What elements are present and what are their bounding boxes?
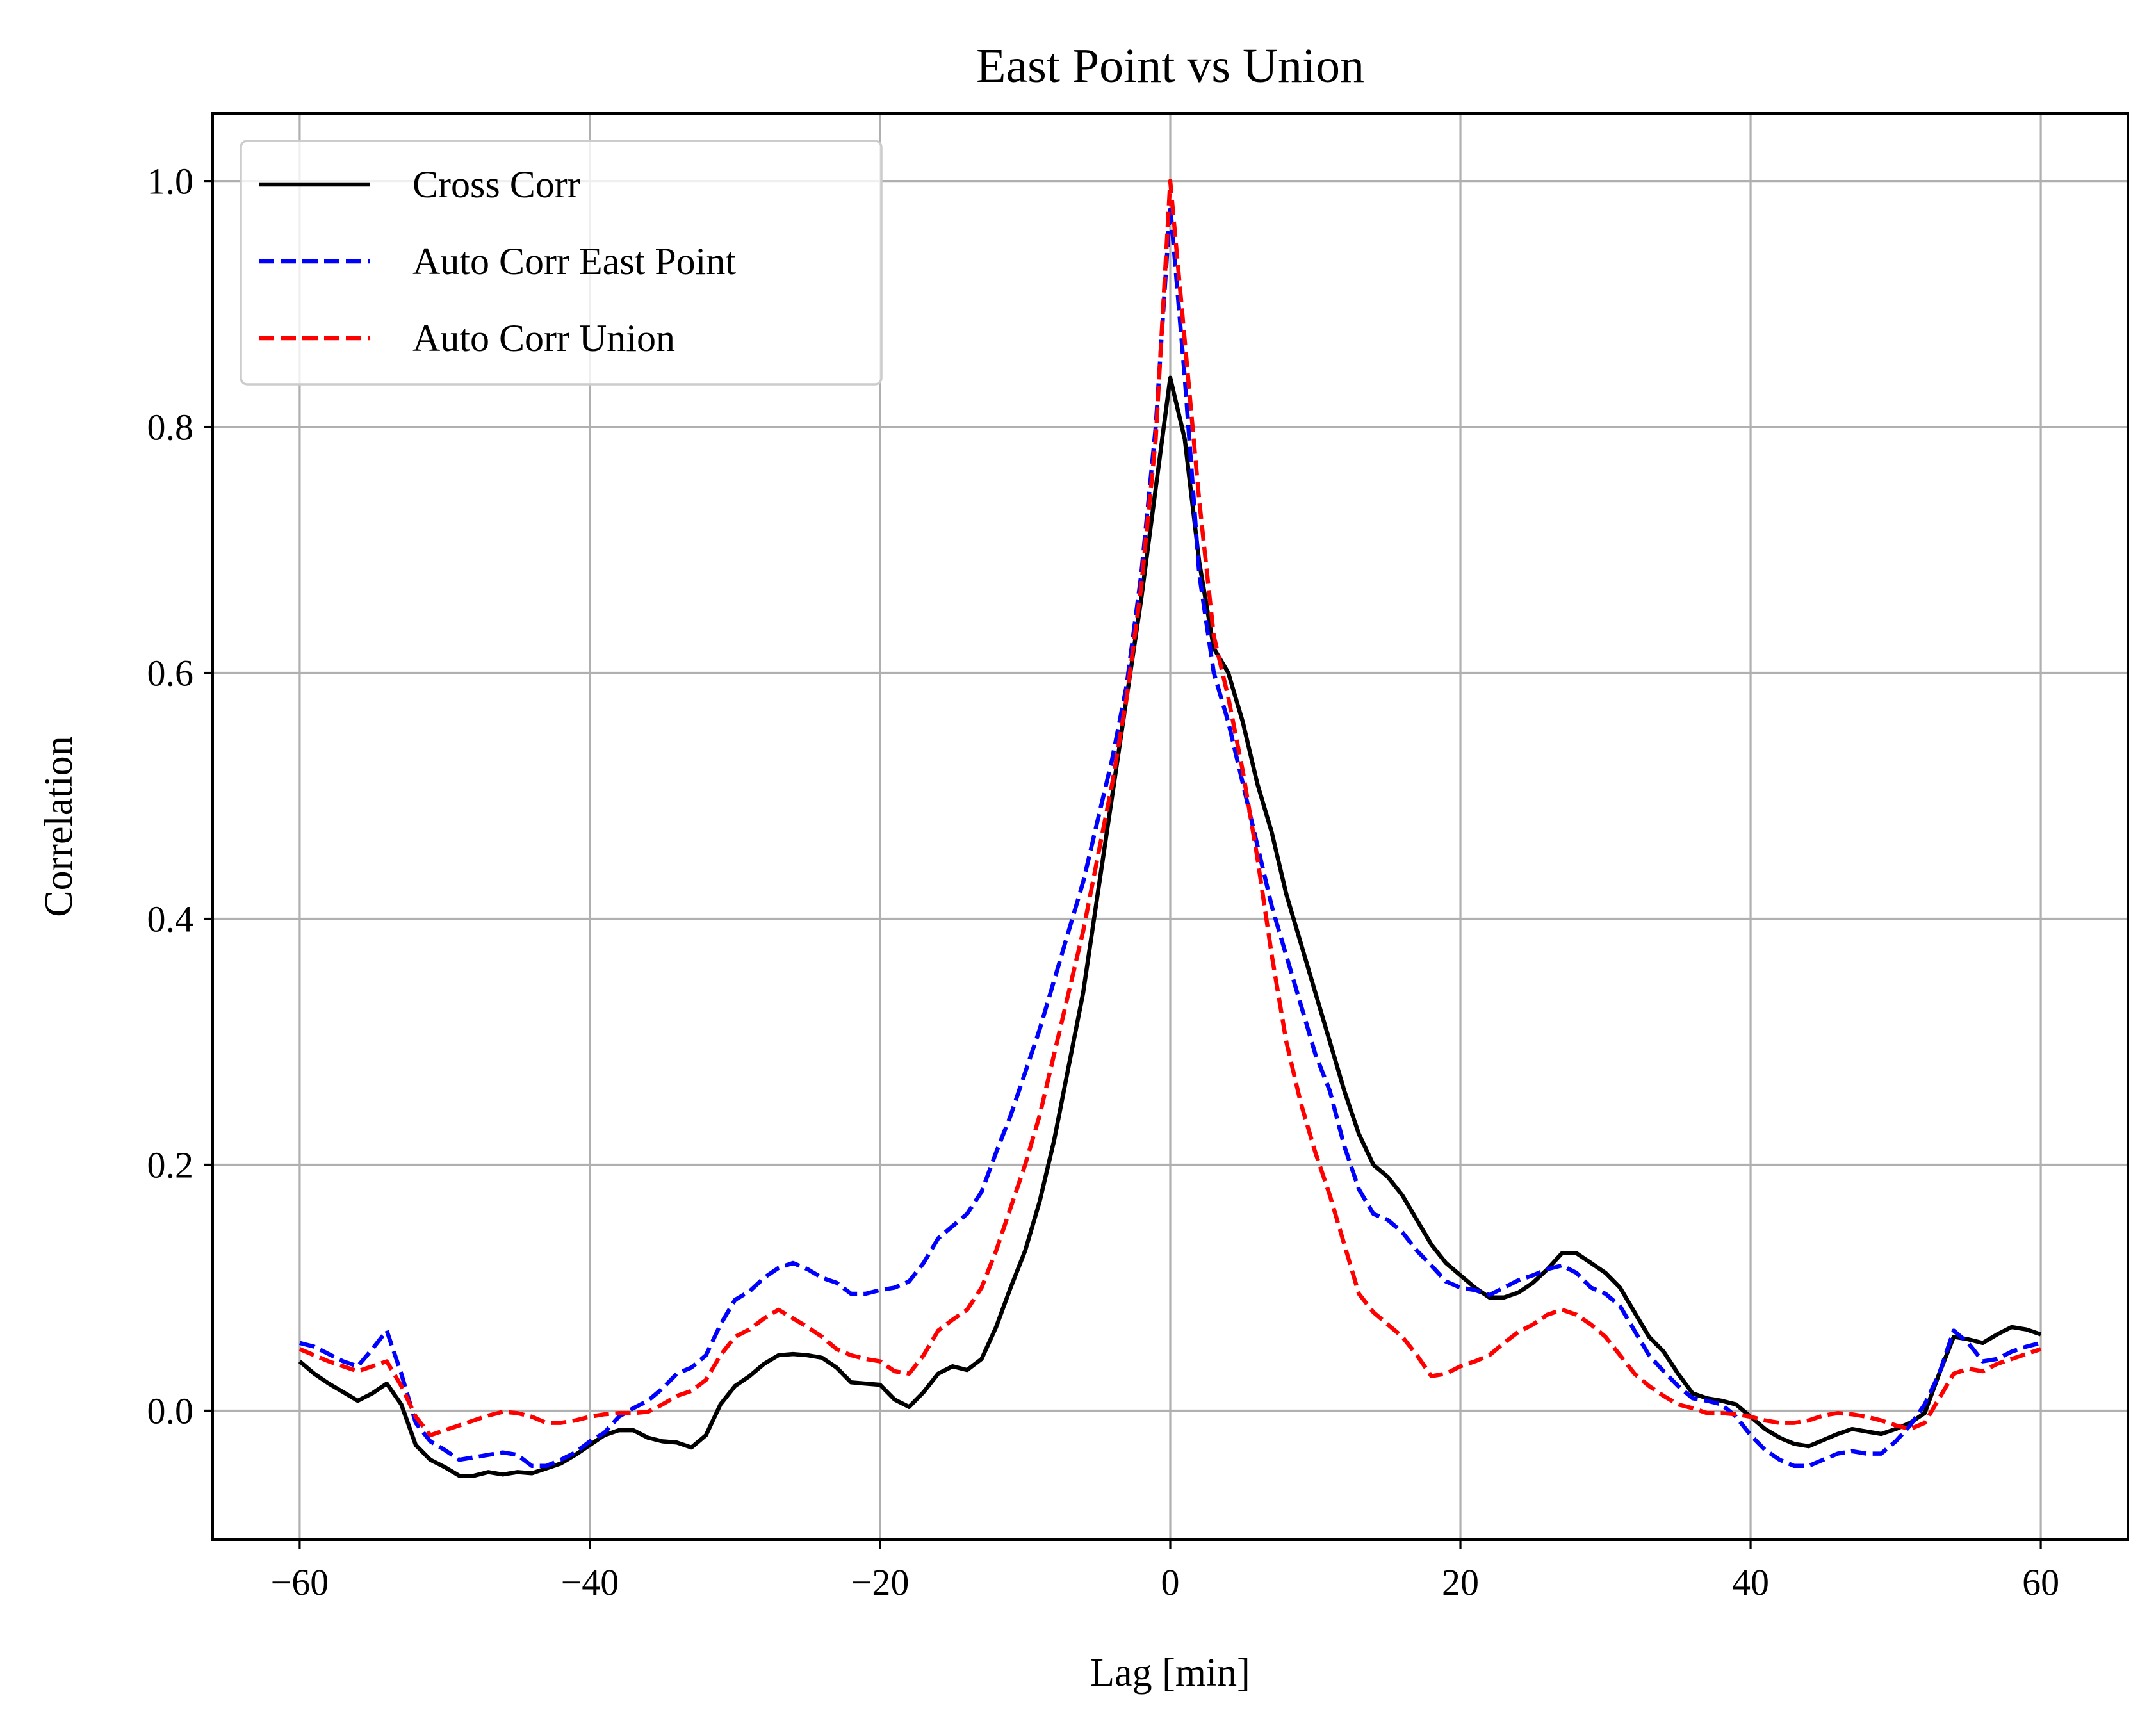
y-tick-label: 0.2 xyxy=(147,1144,194,1186)
x-axis-label: Lag [min] xyxy=(1090,1651,1250,1695)
legend-box xyxy=(240,140,883,386)
x-tick-label: −20 xyxy=(851,1561,910,1603)
y-tick-label: 1.0 xyxy=(147,161,194,202)
legend-label: Auto Corr East Point xyxy=(412,240,736,282)
x-tick-label: 0 xyxy=(1161,1561,1180,1603)
y-tick-label: 0.0 xyxy=(147,1390,194,1431)
x-tick-label: 20 xyxy=(1442,1561,1479,1603)
x-tick-label: 40 xyxy=(1732,1561,1769,1603)
legend: Cross Corr Auto Corr East Point Auto Corr … xyxy=(240,140,883,386)
legend-label: Cross Corr xyxy=(412,163,580,206)
y-tick-label: 0.6 xyxy=(147,653,194,694)
series-line xyxy=(298,179,2042,1438)
axis-ticks: −60 −40 −20 0 20 40 60 0.0 0.2 0.4 0.6 0.8 1.0 xyxy=(147,161,2060,1603)
y-tick-label: 0.8 xyxy=(147,407,194,448)
plot-series xyxy=(298,179,2042,1478)
y-tick-label: 0.4 xyxy=(147,898,194,940)
chart-title: East Point vs Union xyxy=(976,39,1364,93)
series-line xyxy=(299,203,2041,1469)
y-axis-label: Correlation xyxy=(37,736,81,917)
x-tick-label: 60 xyxy=(2022,1561,2059,1603)
x-tick-label: −40 xyxy=(561,1561,619,1603)
legend-label: Auto Corr Union xyxy=(412,317,675,359)
x-tick-label: −60 xyxy=(271,1561,329,1603)
